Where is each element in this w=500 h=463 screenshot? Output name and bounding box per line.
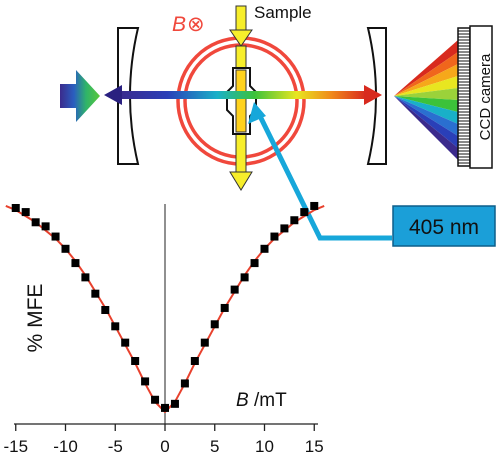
data-point bbox=[200, 338, 209, 347]
x-tick-label: -15 bbox=[3, 437, 28, 456]
data-point bbox=[210, 320, 219, 329]
sample-label: Sample bbox=[254, 3, 312, 22]
laser-wavelength-label: 405 nm bbox=[409, 216, 479, 239]
data-point bbox=[240, 273, 249, 282]
data-point bbox=[300, 208, 309, 217]
x-tick-label: 5 bbox=[210, 437, 219, 456]
setup-schematic: CCD camera Sample B ⊗ 405 nm bbox=[60, 3, 496, 247]
field-into-page-icon: ⊗ bbox=[187, 13, 205, 36]
x-axis-label: B /mT bbox=[236, 390, 287, 411]
laser-path bbox=[248, 102, 392, 241]
x-tick-label: 0 bbox=[160, 437, 169, 456]
data-point bbox=[121, 338, 130, 347]
data-point bbox=[310, 201, 319, 210]
incoming-light-arrow bbox=[60, 70, 100, 122]
data-point bbox=[151, 395, 160, 404]
x-tick-label: 15 bbox=[305, 437, 324, 456]
data-point bbox=[260, 244, 269, 253]
data-point bbox=[280, 224, 289, 233]
x-axis-ticks: -15 -10 -5 0 5 10 15 bbox=[3, 424, 324, 456]
data-point bbox=[170, 399, 179, 408]
sample-cell bbox=[226, 67, 257, 135]
data-point bbox=[41, 222, 50, 231]
data-point bbox=[71, 259, 80, 268]
data-point bbox=[141, 377, 150, 386]
x-axis-variable: B bbox=[236, 390, 249, 411]
fit-curve-layer bbox=[5, 205, 325, 413]
ccd-camera-label: CCD camera bbox=[477, 53, 494, 140]
laser-wavelength-box: 405 nm bbox=[392, 205, 496, 247]
dispersed-spectrum bbox=[394, 40, 458, 160]
mfe-plot: -15 -10 -5 0 5 10 15 % MFE B /mT bbox=[3, 201, 325, 456]
data-point bbox=[180, 379, 189, 388]
magnetic-field-label: B ⊗ bbox=[172, 13, 205, 36]
data-point bbox=[101, 306, 110, 314]
data-point bbox=[250, 259, 259, 268]
ccd-camera: CCD camera bbox=[457, 25, 494, 169]
data-point bbox=[31, 218, 40, 227]
x-tick-label: -10 bbox=[53, 437, 78, 456]
data-point bbox=[81, 273, 90, 282]
x-tick-label: 10 bbox=[255, 437, 274, 456]
data-point bbox=[270, 232, 279, 241]
data-point bbox=[61, 244, 70, 253]
data-point bbox=[91, 289, 100, 298]
data-point bbox=[230, 285, 239, 294]
broadband-beam bbox=[104, 85, 382, 105]
fit-curve bbox=[5, 205, 325, 413]
data-point bbox=[290, 216, 299, 225]
data-point bbox=[51, 232, 60, 241]
data-point bbox=[111, 322, 120, 331]
data-point bbox=[220, 303, 229, 312]
data-points-layer bbox=[11, 201, 319, 412]
data-point bbox=[161, 403, 169, 412]
x-tick-label: -5 bbox=[108, 437, 123, 456]
x-axis-unit: /mT bbox=[249, 390, 287, 411]
data-point bbox=[21, 208, 30, 217]
y-axis-label: % MFE bbox=[24, 284, 47, 353]
data-point bbox=[190, 357, 199, 365]
field-variable: B bbox=[172, 13, 186, 36]
data-point bbox=[131, 357, 140, 365]
data-point bbox=[11, 204, 20, 212]
